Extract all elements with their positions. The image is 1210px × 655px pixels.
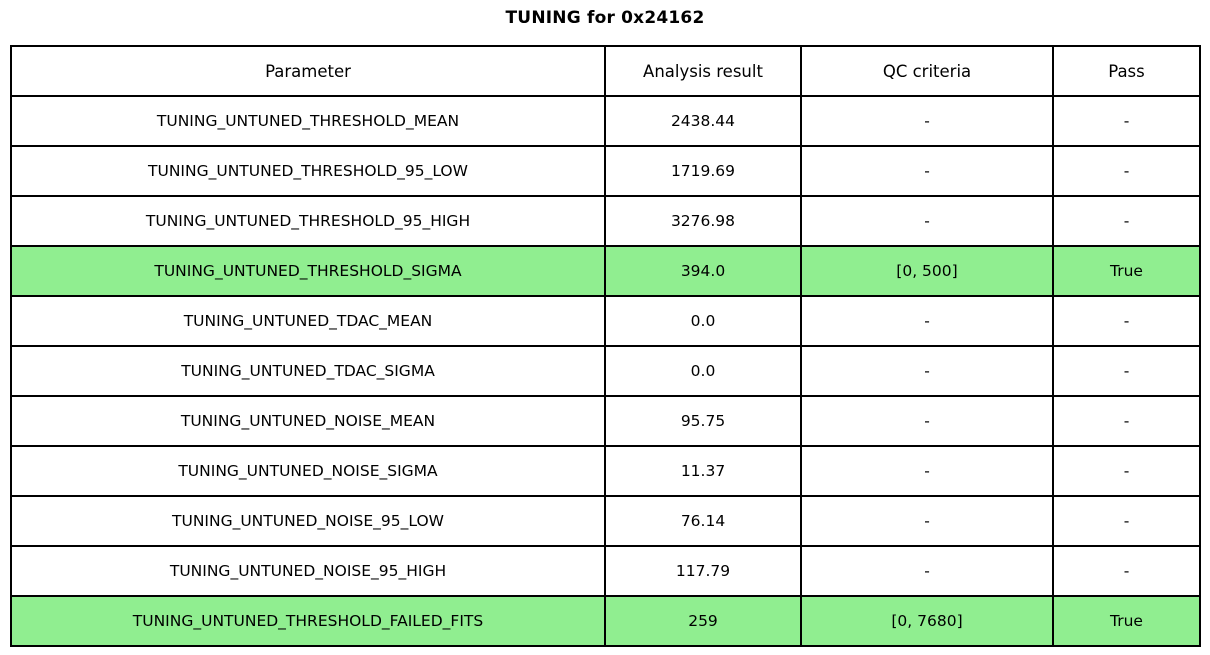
cell-qc-criteria: -	[800, 495, 1054, 547]
table-row: TUNING_UNTUNED_NOISE_95_HIGH 117.79- -	[10, 545, 1201, 597]
column-header-pass: Pass	[1052, 45, 1201, 97]
cell-pass: -	[1052, 95, 1201, 147]
cell-pass: -	[1052, 395, 1201, 447]
cell-parameter: TUNING_UNTUNED_THRESHOLD_95_LOW	[10, 145, 606, 197]
cell-analysis-result: 3276.98	[604, 195, 802, 247]
table-row: TUNING_UNTUNED_TDAC_SIGMA 0.0- -	[10, 345, 1201, 397]
cell-analysis-result: 2438.44	[604, 95, 802, 147]
header-row: Parameter Analysis result QC criteria Pa…	[10, 45, 1201, 97]
cell-analysis-result: 0.0	[604, 295, 802, 347]
cell-parameter: TUNING_UNTUNED_NOISE_MEAN	[10, 395, 606, 447]
cell-analysis-result: 394.0	[604, 245, 802, 297]
cell-qc-criteria: -	[800, 395, 1054, 447]
column-header-qc-criteria: QC criteria	[800, 45, 1054, 97]
cell-qc-criteria: -	[800, 195, 1054, 247]
cell-qc-criteria: -	[800, 295, 1054, 347]
qc-results-table: Parameter Analysis result QC criteria Pa…	[10, 45, 1201, 647]
table-row: TUNING_UNTUNED_NOISE_95_LOW 76.14- -	[10, 495, 1201, 547]
cell-parameter: TUNING_UNTUNED_TDAC_SIGMA	[10, 345, 606, 397]
cell-parameter: TUNING_UNTUNED_TDAC_MEAN	[10, 295, 606, 347]
cell-parameter: TUNING_UNTUNED_NOISE_SIGMA	[10, 445, 606, 497]
cell-pass: -	[1052, 145, 1201, 197]
cell-pass: True	[1052, 245, 1201, 297]
cell-pass: -	[1052, 495, 1201, 547]
cell-pass: -	[1052, 445, 1201, 497]
cell-analysis-result: 76.14	[604, 495, 802, 547]
cell-pass: -	[1052, 345, 1201, 397]
table-row: TUNING_UNTUNED_NOISE_MEAN 95.75- -	[10, 395, 1201, 447]
cell-qc-criteria: -	[800, 545, 1054, 597]
cell-qc-criteria: [0, 500]	[800, 245, 1054, 297]
cell-pass: -	[1052, 295, 1201, 347]
cell-analysis-result: 0.0	[604, 345, 802, 397]
table-row: TUNING_UNTUNED_THRESHOLD_MEAN 2438.44- -	[10, 95, 1201, 147]
cell-pass: True	[1052, 595, 1201, 647]
table-row: TUNING_UNTUNED_THRESHOLD_FAILED_FITS 259[…	[10, 595, 1201, 647]
cell-parameter: TUNING_UNTUNED_NOISE_95_HIGH	[10, 545, 606, 597]
table-row: TUNING_UNTUNED_THRESHOLD_95_LOW 1719.69- -	[10, 145, 1201, 197]
cell-analysis-result: 1719.69	[604, 145, 802, 197]
cell-qc-criteria: [0, 7680]	[800, 595, 1054, 647]
cell-parameter: TUNING_UNTUNED_NOISE_95_LOW	[10, 495, 606, 547]
figure-title: TUNING for 0x24162	[505, 8, 705, 28]
cell-qc-criteria: -	[800, 95, 1054, 147]
column-header-analysis-result: Analysis result	[604, 45, 802, 97]
cell-parameter: TUNING_UNTUNED_THRESHOLD_MEAN	[10, 95, 606, 147]
cell-analysis-result: 95.75	[604, 395, 802, 447]
cell-pass: -	[1052, 545, 1201, 597]
cell-analysis-result: 259	[604, 595, 802, 647]
cell-pass: -	[1052, 195, 1201, 247]
cell-analysis-result: 11.37	[604, 445, 802, 497]
cell-qc-criteria: -	[800, 345, 1054, 397]
table-body: TUNING_UNTUNED_THRESHOLD_MEAN 2438.44- - TU…	[10, 95, 1201, 647]
table-row: TUNING_UNTUNED_TDAC_MEAN 0.0- -	[10, 295, 1201, 347]
column-header-parameter: Parameter	[10, 45, 606, 97]
table-row: TUNING_UNTUNED_THRESHOLD_SIGMA 394.0 [0, 5…	[10, 245, 1201, 297]
cell-parameter: TUNING_UNTUNED_THRESHOLD_FAILED_FITS	[10, 595, 606, 647]
cell-parameter: TUNING_UNTUNED_THRESHOLD_SIGMA	[10, 245, 606, 297]
cell-qc-criteria: -	[800, 445, 1054, 497]
cell-parameter: TUNING_UNTUNED_THRESHOLD_95_HIGH	[10, 195, 606, 247]
cell-analysis-result: 117.79	[604, 545, 802, 597]
table-row: TUNING_UNTUNED_NOISE_SIGMA 11.37- -	[10, 445, 1201, 497]
cell-qc-criteria: -	[800, 145, 1054, 197]
table-row: TUNING_UNTUNED_THRESHOLD_95_HIGH 3276.98-…	[10, 195, 1201, 247]
